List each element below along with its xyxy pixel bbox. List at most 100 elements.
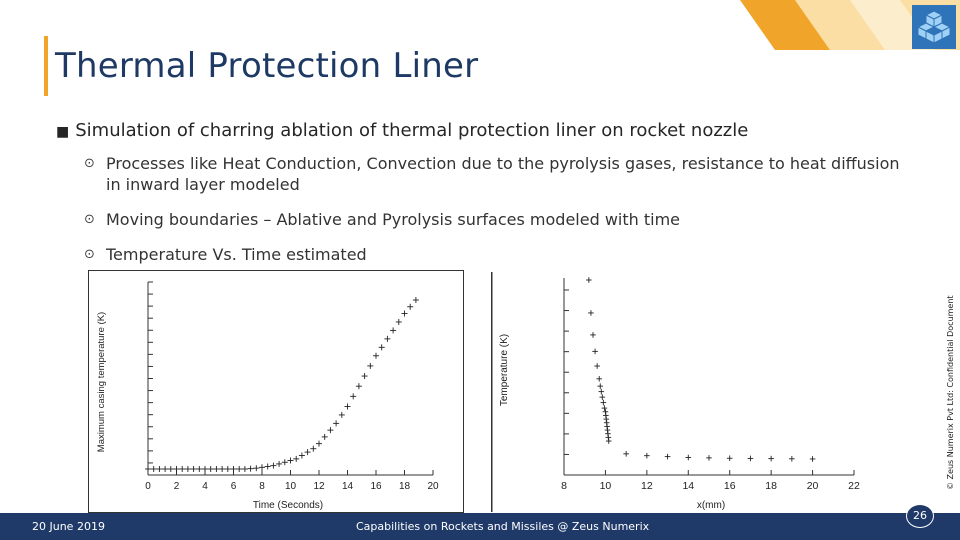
data-point	[150, 466, 157, 472]
data-point	[373, 352, 379, 359]
data-point	[264, 463, 271, 470]
data-point	[594, 363, 600, 369]
x-tick-label: 14	[682, 480, 694, 492]
data-point	[747, 455, 754, 462]
data-point	[600, 399, 607, 406]
data-point	[412, 297, 419, 303]
sub-bullet: ⊙ Processes like Heat Conduction, Convect…	[56, 153, 916, 195]
x-tick-label: 20	[807, 480, 819, 492]
data-point	[361, 373, 368, 380]
data-point	[401, 310, 408, 317]
data-point	[644, 452, 650, 459]
x-tick-label: 16	[370, 481, 382, 492]
data-point	[333, 420, 340, 427]
x-tick-label: 14	[342, 481, 354, 492]
data-point	[597, 383, 604, 389]
data-point	[202, 466, 208, 472]
data-point	[685, 454, 692, 461]
x-tick-label: 16	[724, 480, 736, 492]
x-tick-label: 20	[427, 481, 439, 492]
data-point	[596, 376, 603, 382]
data-point	[179, 466, 186, 472]
data-point	[601, 405, 608, 411]
data-point	[173, 466, 180, 472]
zeus-numerix-logo	[912, 5, 956, 49]
data-point	[321, 433, 328, 440]
data-point	[768, 455, 774, 462]
sub-bullet-text: Processes like Heat Conduction, Convecti…	[106, 154, 900, 194]
data-point	[184, 466, 191, 472]
data-point	[156, 466, 163, 472]
data-point	[327, 427, 334, 434]
data-point	[664, 453, 671, 460]
data-point	[167, 466, 174, 472]
data-point	[598, 388, 605, 395]
data-point	[789, 455, 795, 462]
x-tick-label: 12	[313, 481, 325, 492]
circled-dot-bullet-icon: ⊙	[84, 156, 95, 171]
data-point	[599, 394, 606, 400]
x-axis-label: x(mm)	[697, 500, 725, 511]
main-bullet-text: Simulation of charring ablation of therm…	[75, 120, 749, 141]
x-tick-label: 8	[561, 480, 567, 492]
data-point	[253, 465, 260, 472]
data-point	[310, 445, 317, 452]
x-tick-label: 12	[641, 480, 653, 492]
circled-dot-bullet-icon: ⊙	[84, 247, 95, 262]
footer-date: 20 June 2019	[32, 520, 105, 533]
data-point	[395, 318, 402, 325]
data-point	[378, 344, 385, 351]
x-tick-label: 10	[600, 480, 612, 492]
data-point	[196, 466, 203, 472]
data-point	[207, 466, 214, 472]
footer-bar: 20 June 2019 Capabilities on Rockets and…	[0, 513, 960, 540]
x-tick-label: 0	[145, 481, 151, 492]
sub-bullet-text: Moving boundaries – Ablative and Pyrolys…	[106, 210, 680, 229]
data-point	[605, 438, 612, 444]
data-point	[298, 452, 305, 459]
data-point	[407, 303, 414, 310]
x-tick-label: 4	[202, 481, 208, 492]
data-point	[592, 348, 598, 355]
data-point	[590, 332, 596, 338]
data-point	[367, 362, 374, 369]
x-tick-label: 18	[765, 480, 777, 492]
main-bullet: ■ Simulation of charring ablation of ther…	[56, 120, 916, 141]
data-point	[276, 460, 283, 467]
x-tick-label: 8	[259, 481, 265, 492]
x-tick-label: 6	[231, 481, 237, 492]
data-point	[259, 464, 265, 471]
data-point	[355, 383, 362, 390]
data-point	[706, 455, 712, 461]
data-point	[809, 456, 816, 462]
data-point	[384, 335, 391, 342]
title-accent-bar	[44, 36, 48, 96]
data-point	[588, 310, 594, 316]
data-point	[344, 403, 351, 410]
bullet-list: ■ Simulation of charring ablation of ther…	[56, 120, 916, 275]
data-point	[270, 462, 277, 469]
data-point	[247, 465, 254, 472]
data-point	[241, 466, 248, 472]
data-point	[236, 466, 243, 472]
data-point	[586, 277, 592, 283]
x-tick-label: 2	[174, 481, 180, 492]
data-point	[219, 466, 226, 472]
data-point	[350, 393, 357, 400]
data-point	[316, 440, 322, 447]
data-point	[726, 455, 733, 462]
data-point	[390, 327, 397, 334]
sub-bullet: ⊙ Moving boundaries – Ablative and Pyroly…	[56, 209, 916, 230]
footer-caption: Capabilities on Rockets and Missiles @ Z…	[356, 520, 650, 533]
data-point	[304, 449, 311, 456]
sub-bullet-text: Temperature Vs. Time estimated	[106, 245, 367, 264]
confidential-notice: © Zeus Numerix Pvt Ltd: Confidential Doc…	[946, 295, 955, 490]
temperature-profile-chart: 8 10 12 14 16 18 20 22 Temperature (K) x(mm)	[489, 270, 871, 513]
casing-temperature-chart: 0 2 4 6 8 10 12 14 16 18 20 Maximum casing tempera…	[88, 270, 464, 513]
square-bullet-icon: ■	[56, 124, 70, 140]
x-tick-label: 18	[399, 481, 411, 492]
data-point	[190, 466, 197, 472]
data-point	[230, 466, 237, 472]
data-point	[145, 466, 151, 472]
page-number: 26	[906, 504, 934, 528]
